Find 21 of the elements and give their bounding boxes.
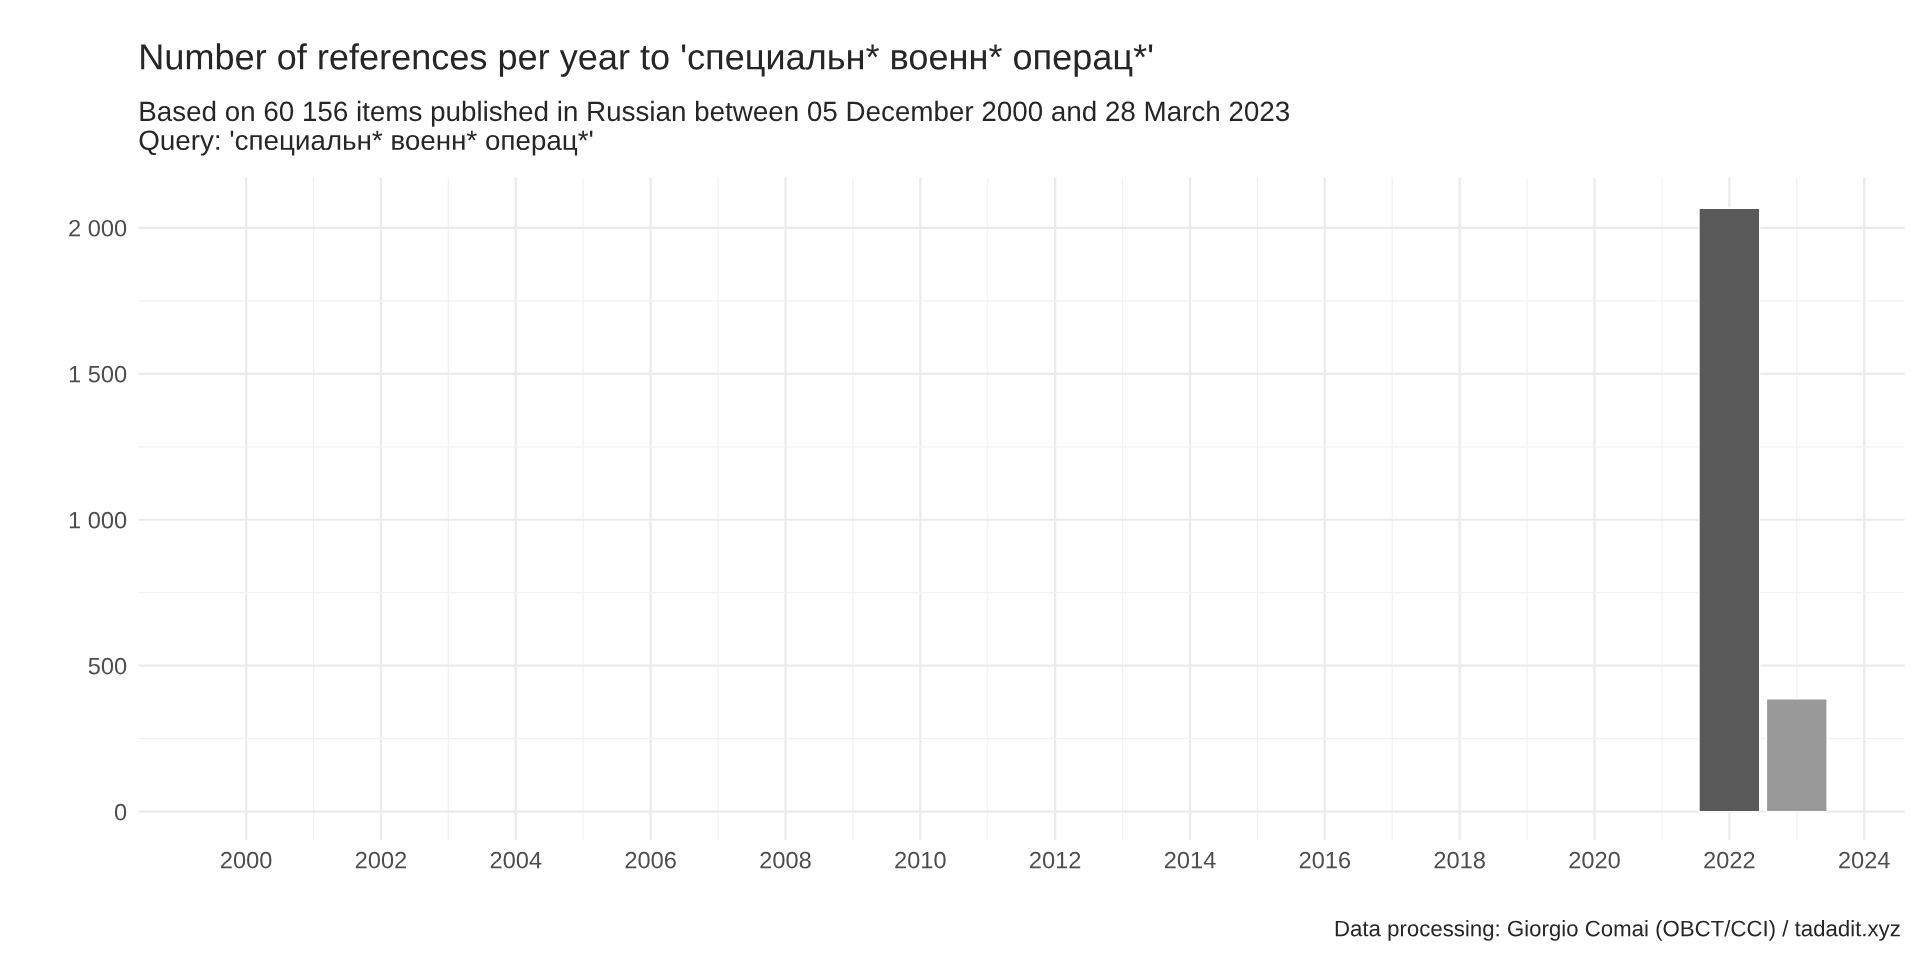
x-tick-label: 2012 — [1030, 851, 1081, 869]
chart-title: Number of references per year to 'специальн* военн* операц*' — [141, 43, 1153, 77]
y-tick-label: 1 000 — [69, 511, 127, 529]
y-tick-label: 500 — [88, 657, 127, 675]
x-tick-label: 2006 — [625, 851, 676, 869]
x-tick-label: 2008 — [760, 851, 811, 869]
x-tick-label: 2002 — [355, 851, 407, 869]
x-tick-label: 2016 — [1299, 851, 1351, 869]
text: Data processing: Giorgio Comai (OBCT/CCI) / tadadit.xyz — [1335, 920, 1900, 941]
x-tick-label: 2004 — [490, 851, 542, 869]
x-tick-label: 2014 — [1164, 851, 1216, 869]
x-tick-label: 2022 — [1704, 851, 1755, 869]
y-tick-label: 0 — [114, 803, 127, 821]
x-tick-label: 2000 — [221, 851, 272, 869]
x-tick-label: 2010 — [895, 851, 946, 869]
x-tick-label: 2018 — [1434, 851, 1485, 869]
y-tick-label: 1 500 — [69, 365, 127, 383]
y-tick-label: 2 000 — [69, 219, 127, 237]
chart-subtitle: Based on 60 156 items published in Russian between 05 December 2000 and 28 March 2023 Query: 'специальн* военн* операц*' — [139, 100, 1290, 156]
x-tick-label: 2020 — [1569, 851, 1620, 869]
x-tick-label: 2024 — [1839, 851, 1890, 869]
